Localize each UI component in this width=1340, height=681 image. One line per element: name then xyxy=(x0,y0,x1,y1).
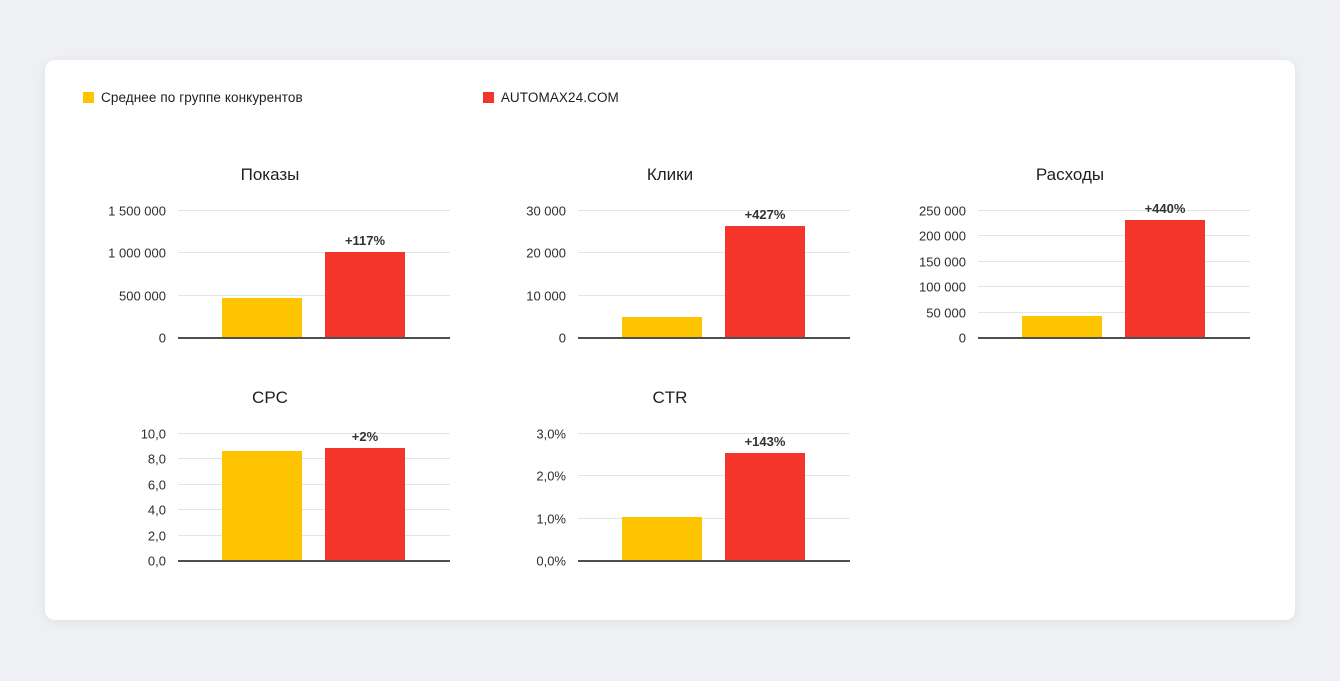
y-axis: 0,0 2,0 4,0 6,0 8,0 10,0 xyxy=(90,427,178,569)
legend-swatch-red xyxy=(482,92,494,103)
y-axis-tick-label: 200 000 xyxy=(919,228,966,244)
gridline xyxy=(178,252,450,254)
gridline xyxy=(178,294,450,296)
gridline xyxy=(578,210,850,211)
gridline xyxy=(178,534,450,536)
legend-item-automax24: AUTOMAX24.COM xyxy=(482,90,619,105)
legend-item-competitors-average: Среднее по группе конкурентов xyxy=(83,90,303,105)
bar-competitors-average xyxy=(221,450,302,561)
y-axis: 0 500 000 1 000 000 1 500 000 xyxy=(90,204,178,346)
gridline xyxy=(978,311,1250,313)
y-axis: 0 10 000 20 000 30 000 xyxy=(490,204,578,346)
legend-swatch-yellow xyxy=(83,92,94,103)
bar-annotation: +427% xyxy=(744,207,786,223)
bar-automax24: +117% xyxy=(324,233,406,338)
y-axis-tick-label: 4,0 xyxy=(147,502,166,518)
legend-label-competitors-average: Среднее по группе конкурентов xyxy=(101,90,303,105)
plot-area: +143% xyxy=(578,433,850,562)
x-axis-line xyxy=(578,560,850,562)
chart-ctr: CTR 0,0% 1,0% 2,0% 3,0% +143% xyxy=(490,388,850,569)
plot-area: +2% xyxy=(178,429,450,562)
gridline xyxy=(978,286,1250,288)
gridline xyxy=(178,210,450,211)
bar-annotation: +2% xyxy=(351,428,379,444)
y-axis-tick-label: 150 000 xyxy=(919,254,966,270)
y-axis-tick-label: 0,0 xyxy=(147,553,166,569)
chart-title-costs: Расходы xyxy=(1035,165,1105,184)
bar-automax24: +2% xyxy=(324,429,406,561)
chart-cpc: CPC 0,0 2,0 4,0 6,0 8,0 10,0 +2% xyxy=(90,388,450,569)
bar-competitors-average xyxy=(221,298,302,338)
y-axis: 0 50 000 100 000 150 000 200 000 250 000 xyxy=(890,204,978,346)
chart-title-clicks: Клики xyxy=(646,165,694,184)
chart-impressions: Показы 0 500 000 1 000 000 1 500 000 +117% xyxy=(90,165,450,346)
y-axis-tick-label: 500 000 xyxy=(119,288,166,304)
x-axis-line xyxy=(178,560,450,562)
gridline xyxy=(178,509,450,511)
plot-area: +440% xyxy=(978,201,1250,339)
y-axis-tick-label: 1 500 000 xyxy=(108,203,166,219)
y-axis-tick-label: 20 000 xyxy=(526,245,566,261)
y-axis-tick-label: 2,0% xyxy=(536,468,566,484)
bar-automax24: +427% xyxy=(724,207,806,338)
chart-costs: Расходы 0 50 000 100 000 150 000 200 000 250 0… xyxy=(890,165,1250,346)
chart-plot: 0 500 000 1 000 000 1 500 000 +117% xyxy=(90,204,450,346)
y-axis-tick-label: 250 000 xyxy=(919,203,966,219)
chart-plot: 0 50 000 100 000 150 000 200 000 250 000 +440% xyxy=(890,201,1250,346)
legend-label-automax24: AUTOMAX24.COM xyxy=(500,90,619,105)
y-axis-tick-label: 2,0 xyxy=(147,528,166,544)
y-axis-tick-label: 0 xyxy=(958,330,966,346)
gridline xyxy=(978,210,1250,211)
bar-automax24: +440% xyxy=(1124,201,1206,338)
bar-competitors-average xyxy=(621,316,702,338)
y-axis: 0,0% 1,0% 2,0% 3,0% xyxy=(490,427,578,569)
gridline xyxy=(578,294,850,296)
x-axis-line xyxy=(578,337,850,339)
x-axis-line xyxy=(178,337,450,339)
y-axis-tick-label: 1 000 000 xyxy=(108,245,166,261)
charts-grid: Показы 0 500 000 1 000 000 1 500 000 +117% Кли… xyxy=(45,105,1295,569)
bar-automax24: +143% xyxy=(724,434,806,561)
chart-title-impressions: Показы xyxy=(240,165,300,184)
gridline xyxy=(178,458,450,460)
chart-plot: 0,0 2,0 4,0 6,0 8,0 10,0 +2% xyxy=(90,427,450,569)
gridline xyxy=(178,483,450,485)
chart-title-ctr: CTR xyxy=(652,388,688,407)
y-axis-tick-label: 0 xyxy=(158,330,166,346)
bar-annotation: +117% xyxy=(344,232,386,248)
chart-title-cpc: CPC xyxy=(252,388,288,407)
bar-annotation: +143% xyxy=(744,434,786,450)
gridline xyxy=(978,235,1250,237)
gridline xyxy=(578,433,850,434)
gridline xyxy=(578,517,850,519)
gridline xyxy=(178,433,450,434)
y-axis-tick-label: 0 xyxy=(558,330,566,346)
y-axis-tick-label: 10 000 xyxy=(526,288,566,304)
plot-area: +117% xyxy=(178,210,450,339)
y-axis-tick-label: 8,0 xyxy=(147,451,166,467)
report-card: Среднее по группе конкурентов AUTOMAX24.… xyxy=(45,60,1295,620)
plot-area: +427% xyxy=(578,207,850,339)
y-axis-tick-label: 30 000 xyxy=(526,203,566,219)
y-axis-tick-label: 100 000 xyxy=(919,279,966,295)
gridline xyxy=(578,252,850,254)
chart-clicks: Клики 0 10 000 20 000 30 000 +427% xyxy=(490,165,850,346)
gridline xyxy=(978,260,1250,262)
y-axis-tick-label: 3,0% xyxy=(536,426,566,442)
y-axis-tick-label: 10,0 xyxy=(140,426,166,442)
y-axis-tick-label: 1,0% xyxy=(536,511,566,527)
bar-competitors-average xyxy=(1021,316,1102,338)
x-axis-line xyxy=(978,337,1250,339)
legend: Среднее по группе конкурентов AUTOMAX24.… xyxy=(45,60,1295,105)
y-axis-tick-label: 6,0 xyxy=(147,477,166,493)
y-axis-tick-label: 50 000 xyxy=(926,305,966,321)
gridline xyxy=(578,475,850,477)
bar-annotation: +440% xyxy=(1144,201,1186,217)
chart-plot: 0,0% 1,0% 2,0% 3,0% +143% xyxy=(490,427,850,569)
chart-plot: 0 10 000 20 000 30 000 +427% xyxy=(490,204,850,346)
y-axis-tick-label: 0,0% xyxy=(536,553,566,569)
bar-competitors-average xyxy=(621,516,702,561)
